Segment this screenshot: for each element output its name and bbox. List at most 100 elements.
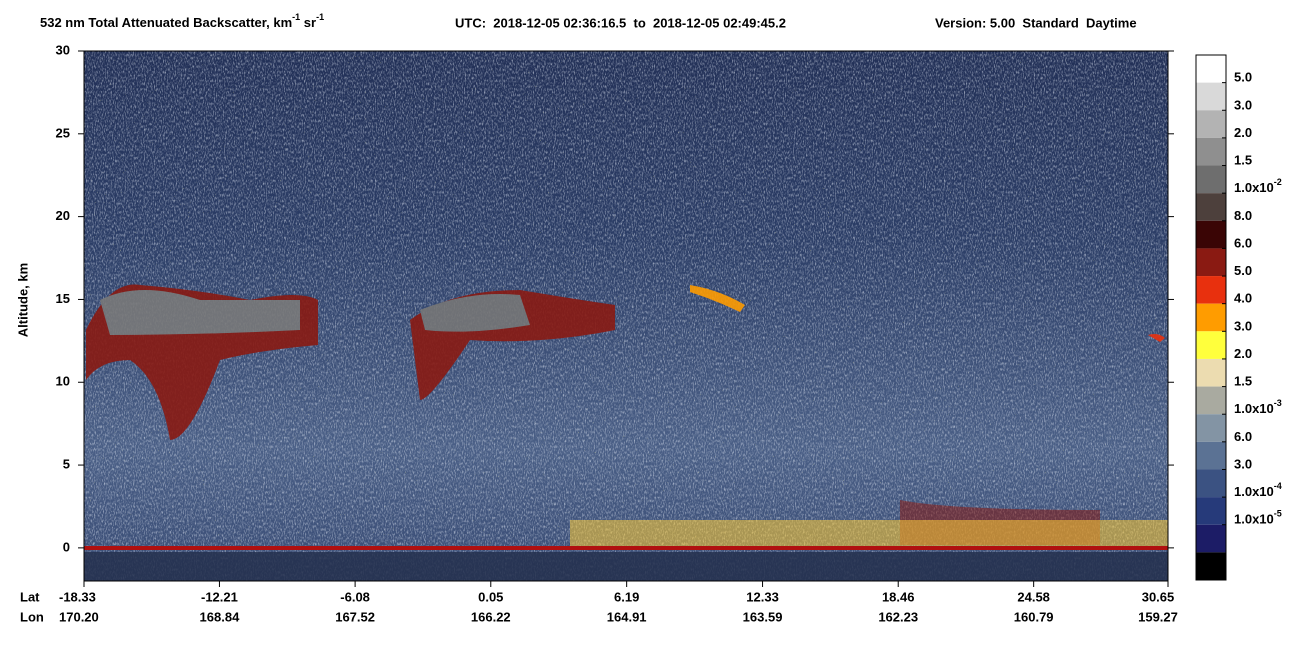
colorbar-swatch [1196,220,1226,249]
colorbar-label-text: 6.0 [1234,429,1252,444]
colorbar-swatch [1196,386,1226,415]
colorbar-label-text: 3.0 [1234,98,1252,113]
colorbar-label: 1.0x10-5 [1234,509,1282,527]
surface-line [84,546,1168,550]
colorbar-label-text: 1.5 [1234,153,1252,168]
colorbar-swatch [1196,358,1226,387]
colorbar-label-text: 5.0 [1234,70,1252,85]
x-tick-label: 6.19 [614,589,639,604]
colorbar-swatch [1196,276,1226,304]
x-row-label: Lat [20,589,40,604]
x-tick-label: 30.65 [1142,589,1175,604]
colorbar-label: 1.0x10-3 [1234,399,1282,417]
title-part: sr [300,15,316,30]
colorbar-swatch [1196,469,1226,498]
colorbar-label-text: 1.0x10 [1234,512,1274,527]
x-tick-label: 24.58 [1017,589,1050,604]
colorbar-swatch [1196,414,1226,442]
colorbar-label-text: 2.0 [1234,346,1252,361]
y-tick-label: 30 [56,42,70,57]
surface-band [570,520,1168,548]
colorbar-swatch [1196,497,1226,525]
colorbar-swatch [1196,137,1226,166]
colorbar-swatch [1196,524,1226,553]
colorbar-label: 3.0 [1234,98,1252,113]
y-tick-label: 20 [56,208,70,223]
x-tick-label: 12.33 [746,589,779,604]
colorbar-label: 4.0 [1234,291,1252,306]
colorbar-label-text: 8.0 [1234,208,1252,223]
colorbar-label: 5.0 [1234,263,1252,278]
colorbar-frame [1195,54,1227,581]
colorbar-label-text: 4.0 [1234,291,1252,306]
colorbar-label: 1.0x10-2 [1234,178,1282,196]
lon-label: 159.27 [1138,609,1178,624]
lon-label: 160.79 [1014,609,1054,624]
lon-label: 166.22 [471,609,511,624]
title-part: 532 nm Total Attenuated Backscatter, km [40,15,292,30]
colorbar-label: 2.0 [1234,125,1252,140]
colorbar-label-text: 3.0 [1234,457,1252,472]
colorbar-exponent: -5 [1274,509,1282,519]
x-tick-label: -18.33 [59,589,96,604]
colorbar-label: 8.0 [1234,208,1252,223]
colorbar-label: 2.0 [1234,346,1252,361]
colorbar-swatch [1196,331,1226,359]
x-tick-label: -6.08 [340,589,370,604]
lon-label: 168.84 [200,609,241,624]
y-tick-label: 5 [63,457,70,472]
colorbar-label-text: 1.5 [1234,374,1252,389]
colorbar-exponent: -4 [1274,481,1282,491]
colorbar-swatch [1196,441,1226,470]
colorbar-label-text: 6.0 [1234,236,1252,251]
colorbar-swatch [1196,193,1226,221]
lon-label: 170.20 [59,609,99,624]
chart-title: 532 nm Total Attenuated Backscatter, km-… [40,12,324,30]
colorbar-label-text: 1.0x10 [1234,181,1274,196]
colorbar-label-text: 1.0x10 [1234,485,1274,500]
lon-label: 163.59 [743,609,783,624]
subsurface [84,552,1168,581]
x-row-label: Lon [20,609,44,624]
colorbar-label: 6.0 [1234,429,1252,444]
colorbar-swatch [1196,110,1226,138]
y-tick-label: 10 [56,374,70,389]
version: Version: 5.00 Standard Daytime [935,15,1137,30]
colorbar-swatch [1196,303,1226,332]
colorbar-exponent: -2 [1274,178,1282,188]
y-tick-label: 15 [56,291,70,306]
x-tick-label: 0.05 [478,589,503,604]
colorbar-swatch [1196,55,1226,83]
lon-label: 167.52 [335,609,375,624]
title-superscript: -1 [316,12,324,22]
colorbar-exponent: -3 [1274,399,1282,409]
plot-frame [83,50,1169,582]
colorbar-label: 5.0 [1234,70,1252,85]
colorbar-label: 1.0x10-4 [1234,481,1282,499]
time-range: UTC: 2018-12-05 02:36:16.5 to 2018-12-05… [455,15,786,30]
colorbar-label: 1.5 [1234,374,1252,389]
colorbar-label: 6.0 [1234,236,1252,251]
x-tick-label: 18.46 [882,589,915,604]
colorbar: 5.03.02.01.51.0x10-28.06.05.04.03.02.01.… [1195,54,1282,581]
y-axis-label: Altitude, km [15,263,30,337]
colorbar-label-text: 1.0x10 [1234,402,1274,417]
colorbar-swatch [1196,552,1226,580]
x-tick-label: -12.21 [201,589,238,604]
curtain-image [84,51,1168,581]
colorbar-swatch [1196,165,1226,194]
colorbar-swatch [1196,248,1226,277]
lon-label: 162.23 [878,609,918,624]
title-superscript: -1 [292,12,300,22]
colorbar-label-text: 3.0 [1234,319,1252,334]
colorbar-label-text: 2.0 [1234,125,1252,140]
y-tick-label: 25 [56,125,70,140]
colorbar-label-text: 5.0 [1234,263,1252,278]
colorbar-label: 3.0 [1234,457,1252,472]
lon-label: 164.91 [607,609,647,624]
colorbar-label: 3.0 [1234,319,1252,334]
colorbar-swatch [1196,82,1226,111]
colorbar-label: 1.5 [1234,153,1252,168]
y-tick-label: 0 [63,539,70,554]
